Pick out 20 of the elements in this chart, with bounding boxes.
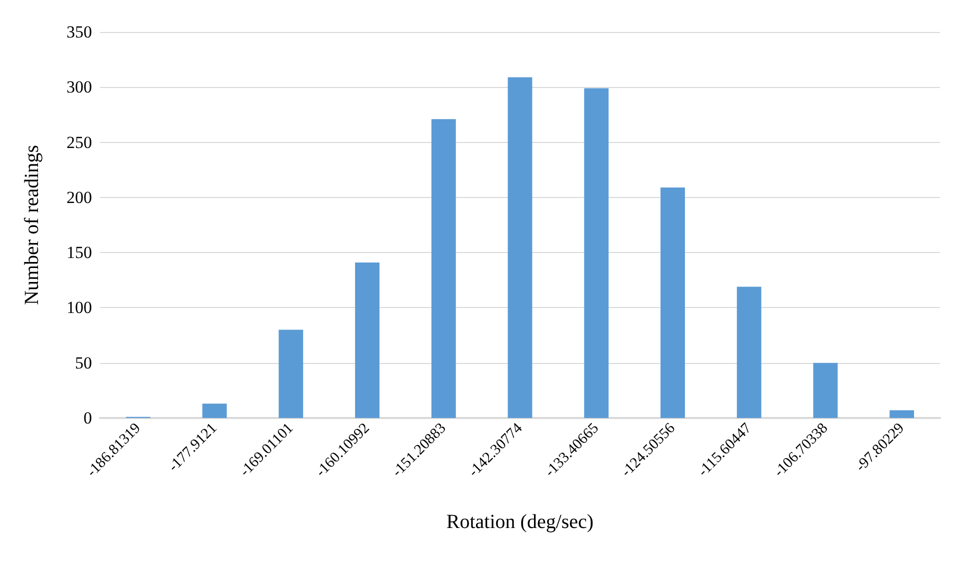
y-axis-title: Number of readings (21, 144, 43, 305)
bar (508, 77, 532, 418)
bar (890, 410, 914, 418)
bar (278, 330, 304, 418)
bar (431, 119, 456, 418)
bar (813, 362, 838, 418)
y-tick-label: 150 (66, 243, 92, 262)
bar (202, 404, 227, 418)
y-tick-label: 50 (75, 353, 92, 372)
y-tick-label: 100 (66, 298, 92, 318)
x-axis-title: Rotation (deg/sec) (446, 511, 594, 533)
y-tick-label: 0 (84, 408, 92, 428)
y-tick-label: 200 (66, 188, 92, 207)
bar (355, 262, 380, 418)
bar (736, 286, 762, 418)
bar (660, 188, 685, 418)
y-tick-label: 350 (66, 22, 92, 42)
y-tick-label: 250 (66, 132, 92, 152)
bar (584, 88, 609, 418)
y-tick-label: 300 (66, 78, 92, 97)
